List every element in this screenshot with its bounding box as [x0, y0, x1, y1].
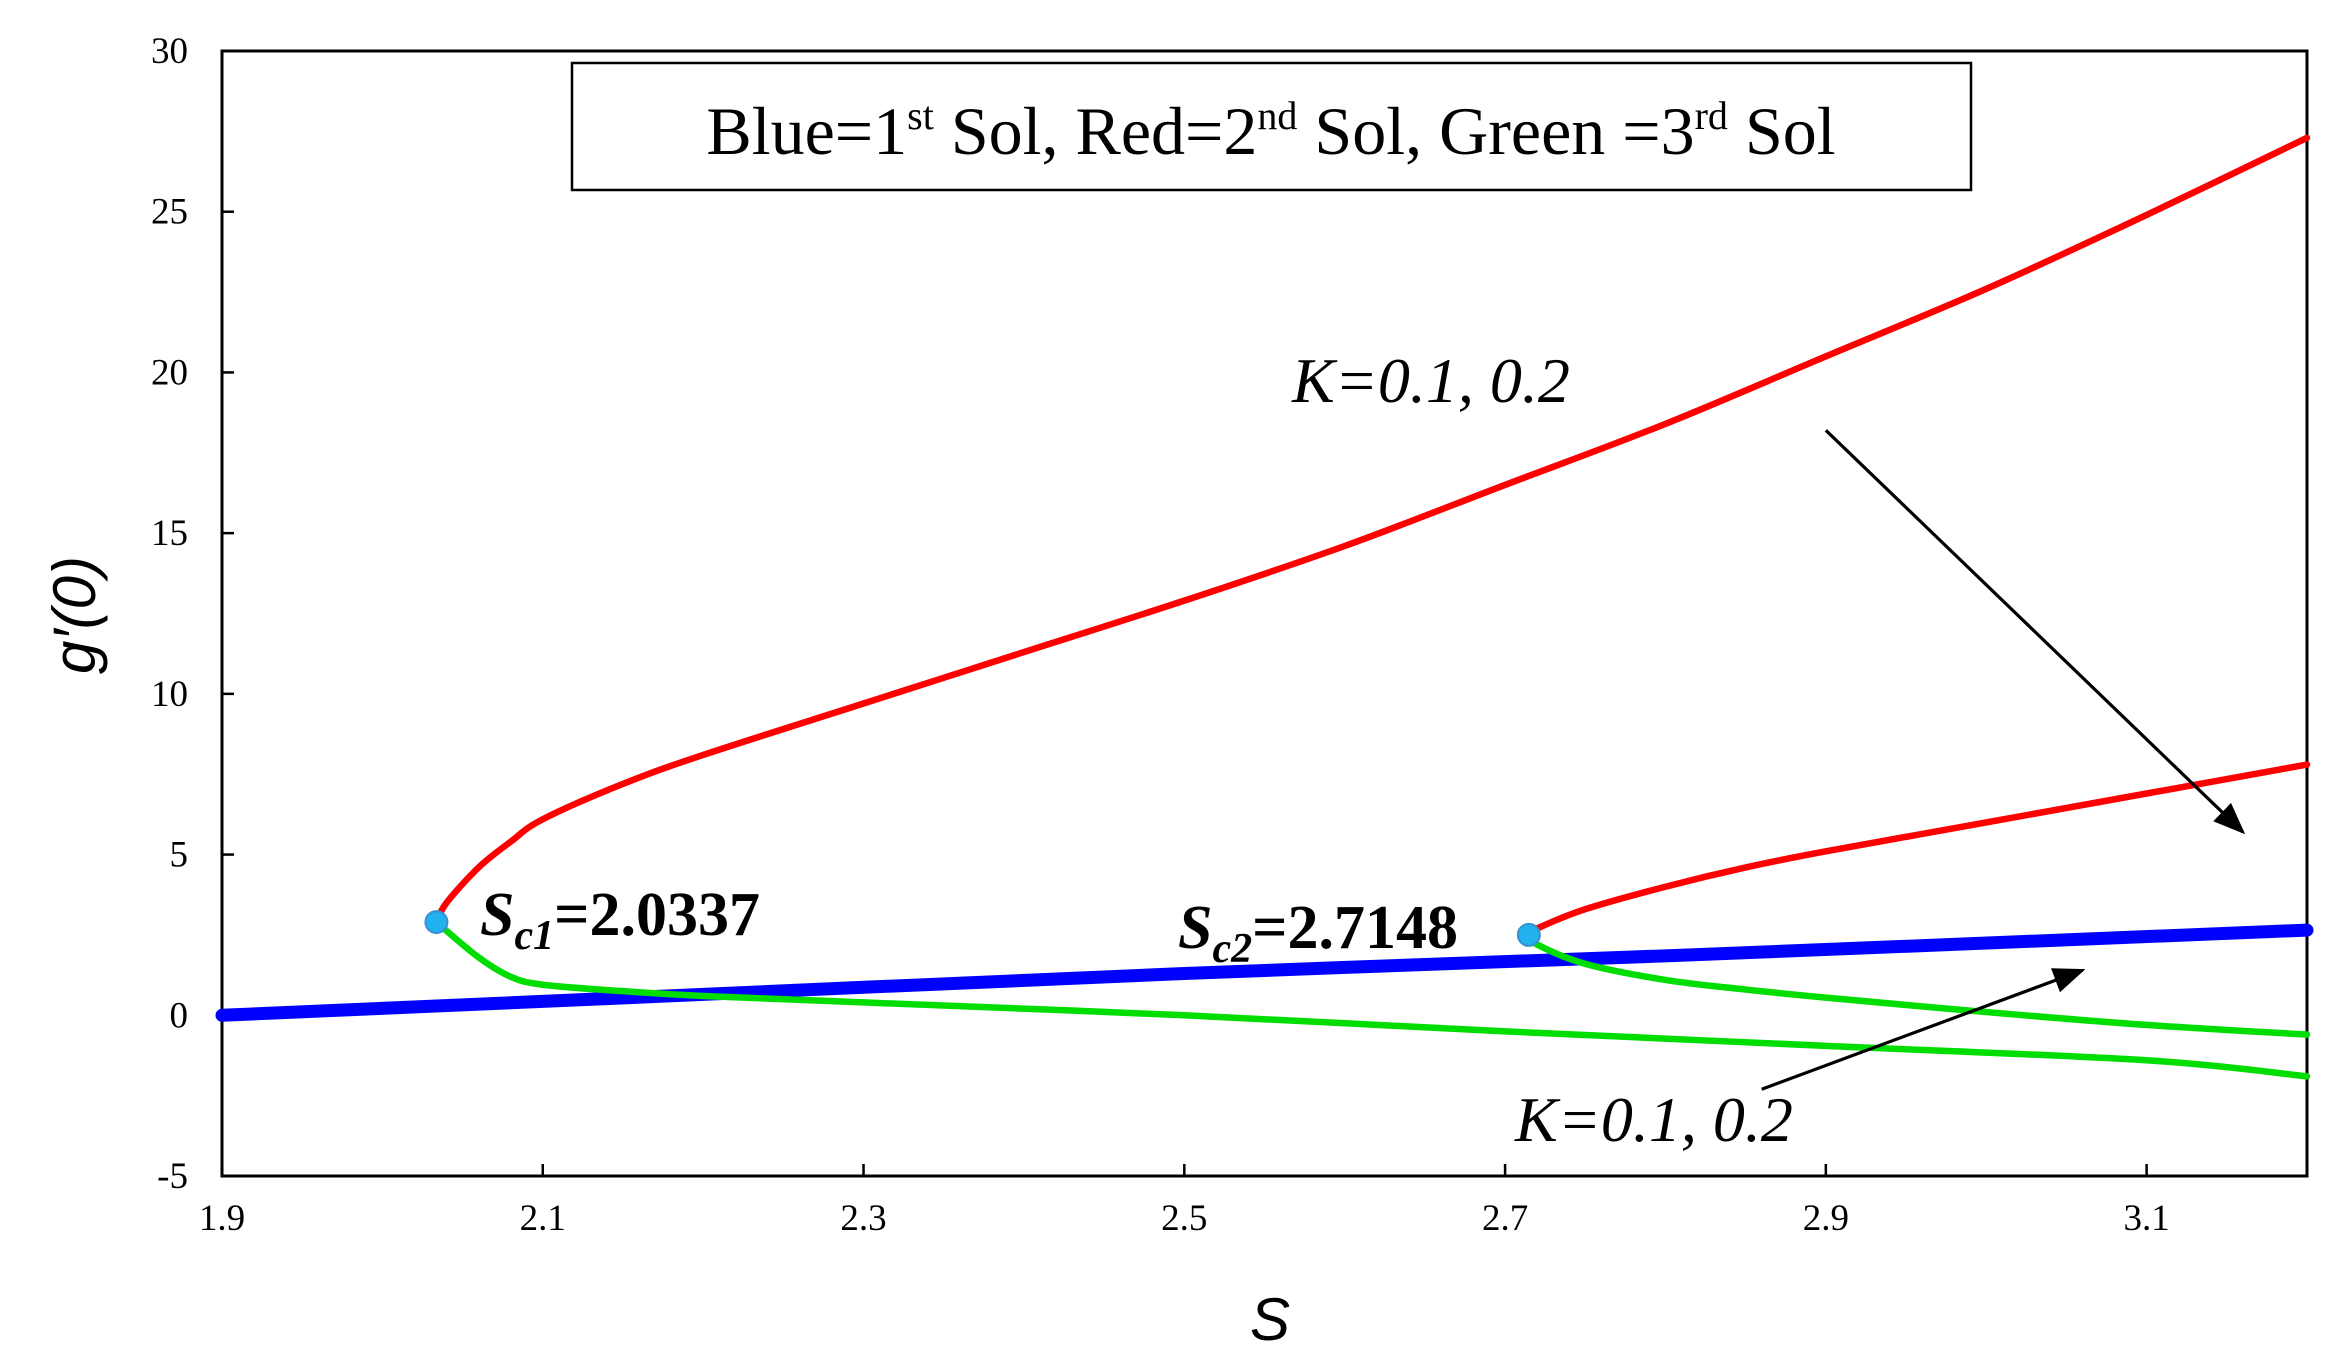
- y-tick-label: 0: [170, 995, 189, 1036]
- y-axis-ticks: -5 0 5 10 15 20 25 30: [151, 31, 234, 1197]
- series-line: [215, 923, 2314, 1022]
- x-axis-title: S: [1250, 1286, 1290, 1353]
- x-tick-label: 1.9: [199, 1198, 245, 1239]
- y-tick-label: 15: [151, 513, 188, 554]
- series-layer: [215, 134, 2314, 1080]
- annotation-arrow: [1824, 429, 2246, 835]
- critical-label-1-symbol: S: [480, 881, 514, 949]
- x-tick-label: 2.1: [520, 1198, 566, 1239]
- plot-frame: [220, 49, 2309, 1178]
- annotation-arrow: [1761, 968, 2086, 1091]
- x-tick-label: 3.1: [2123, 1198, 2169, 1239]
- critical-label-2-symbol: S: [1178, 894, 1212, 962]
- critical-points: [424, 910, 1541, 947]
- legend-sup-1: st: [907, 93, 934, 138]
- legend-sup-2: nd: [1257, 93, 1297, 138]
- legend-part-2: Sol, Red=2: [934, 93, 1258, 169]
- x-tick-label: 2.7: [1482, 1198, 1528, 1239]
- legend-box: Blue=1st Sol, Red=2nd Sol, Green =3rd So…: [570, 61, 1973, 192]
- annotation-arrows: [1761, 429, 2246, 1091]
- critical-label-2-sub: c2: [1212, 926, 1252, 972]
- annotation-k-red: K=0.1, 0.2: [1291, 345, 1570, 416]
- critical-label-2: Sc2=2.7148: [1178, 894, 1458, 972]
- legend-sup-3: rd: [1695, 93, 1728, 138]
- y-axis-title: g′(0): [41, 556, 108, 674]
- series-line: [433, 918, 2311, 1080]
- critical-label-1-value: =2.0337: [554, 881, 760, 949]
- x-tick-label: 2.9: [1803, 1198, 1849, 1239]
- y-tick-label: 30: [151, 31, 188, 72]
- x-tick-label: 2.5: [1161, 1198, 1207, 1239]
- legend-part-4: Sol: [1728, 93, 1836, 169]
- y-tick-label: 5: [170, 835, 189, 876]
- series-line: [1525, 931, 2311, 1038]
- series-line: [1525, 761, 2311, 939]
- y-tick-label: 25: [151, 192, 188, 233]
- legend-part-3: Sol, Green =3: [1297, 93, 1694, 169]
- legend-part-1: Blue=1: [706, 93, 907, 169]
- y-tick-label: -5: [157, 1156, 188, 1197]
- x-tick-label: 2.3: [840, 1198, 886, 1239]
- critical-point-marker: [1516, 922, 1541, 947]
- critical-label-1: Sc1=2.0337: [480, 881, 760, 959]
- critical-point-marker: [424, 910, 449, 935]
- y-tick-label: 10: [151, 674, 188, 715]
- legend-frame: [570, 61, 1973, 192]
- x-axis-ticks: 1.9 2.1 2.3 2.5 2.7 2.9 3.1: [199, 1164, 2170, 1239]
- annotation-k-green: K=0.1, 0.2: [1514, 1084, 1793, 1155]
- series-line: [433, 134, 2311, 926]
- critical-label-1-sub: c1: [514, 913, 554, 959]
- legend-text: Blue=1st Sol, Red=2nd Sol, Green =3rd So…: [706, 93, 1835, 169]
- critical-label-2-value: =2.7148: [1252, 894, 1458, 962]
- y-tick-label: 20: [151, 352, 188, 393]
